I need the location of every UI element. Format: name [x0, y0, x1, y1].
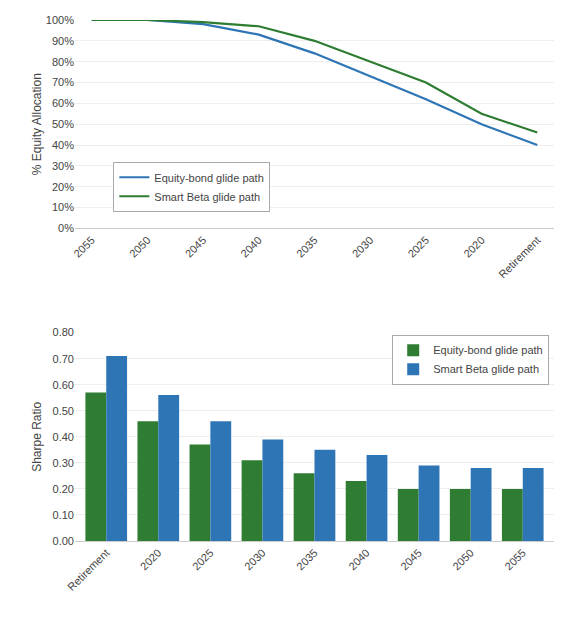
svg-text:90%: 90%: [52, 35, 74, 47]
svg-text:0.10: 0.10: [53, 509, 74, 521]
svg-text:10%: 10%: [52, 201, 74, 213]
svg-text:2045: 2045: [183, 234, 209, 260]
svg-text:80%: 80%: [52, 56, 74, 68]
svg-text:% Equity Allocation: % Equity Allocation: [30, 73, 44, 175]
svg-text:2040: 2040: [238, 234, 264, 260]
svg-text:0%: 0%: [58, 222, 74, 234]
svg-text:2055: 2055: [71, 234, 97, 260]
svg-text:2020: 2020: [138, 547, 164, 573]
svg-text:2055: 2055: [502, 547, 528, 573]
svg-text:0.60: 0.60: [53, 379, 74, 391]
svg-text:0.30: 0.30: [53, 457, 74, 469]
svg-text:2035: 2035: [294, 547, 320, 573]
svg-text:20%: 20%: [52, 181, 74, 193]
svg-text:2045: 2045: [398, 547, 424, 573]
svg-text:40%: 40%: [52, 139, 74, 151]
svg-text:0.20: 0.20: [53, 483, 74, 495]
svg-text:2040: 2040: [346, 547, 372, 573]
svg-text:Smart Beta glide path: Smart Beta glide path: [433, 363, 539, 375]
svg-text:70%: 70%: [52, 76, 74, 88]
svg-text:Retirement: Retirement: [65, 547, 112, 594]
svg-text:0.50: 0.50: [53, 405, 74, 417]
svg-text:Smart Beta glide path: Smart Beta glide path: [154, 191, 260, 203]
svg-text:2025: 2025: [405, 234, 431, 260]
svg-text:Equity-bond glide path: Equity-bond glide path: [154, 172, 263, 184]
svg-text:0.80: 0.80: [53, 326, 74, 338]
svg-text:Retirement: Retirement: [496, 234, 543, 281]
svg-text:60%: 60%: [52, 97, 74, 109]
svg-text:0.70: 0.70: [53, 353, 74, 365]
svg-text:2035: 2035: [294, 234, 320, 260]
svg-text:Sharpe Ratio: Sharpe Ratio: [30, 401, 44, 471]
svg-text:100%: 100%: [46, 14, 74, 26]
svg-text:2050: 2050: [450, 547, 476, 573]
svg-text:0.40: 0.40: [53, 431, 74, 443]
svg-text:30%: 30%: [52, 160, 74, 172]
svg-text:2030: 2030: [350, 234, 376, 260]
svg-text:0.00: 0.00: [53, 535, 74, 547]
svg-text:2020: 2020: [461, 234, 487, 260]
svg-text:2050: 2050: [127, 234, 153, 260]
svg-text:50%: 50%: [52, 118, 74, 130]
svg-text:Equity-bond glide path: Equity-bond glide path: [433, 344, 542, 356]
svg-text:2025: 2025: [190, 547, 216, 573]
svg-text:2030: 2030: [242, 547, 268, 573]
